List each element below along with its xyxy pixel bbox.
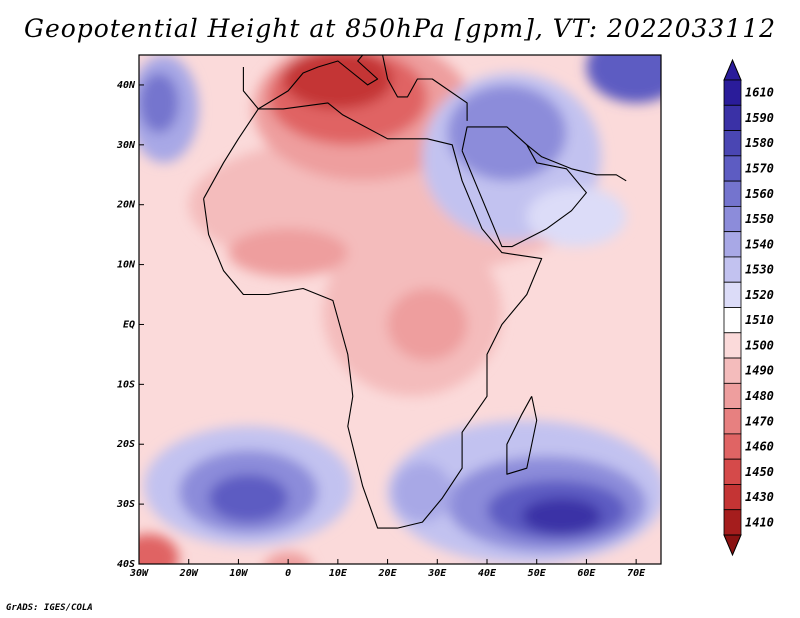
lat-tick-label: 30N bbox=[116, 140, 136, 151]
colorbar-swatch bbox=[723, 155, 742, 182]
southwest-low bbox=[139, 534, 179, 564]
colorbar-label: 1460 bbox=[745, 440, 774, 454]
colorbar-swatch bbox=[723, 458, 742, 485]
lat-tick-label: 40N bbox=[117, 80, 136, 91]
plot-frame bbox=[138, 54, 662, 565]
colorbar-top-arrow bbox=[723, 58, 742, 81]
lon-tick-label: 20W bbox=[179, 568, 199, 579]
colorbar-swatch bbox=[723, 205, 742, 233]
lon-tick-label: 10E bbox=[329, 568, 348, 579]
lon-tick-label: 20E bbox=[378, 568, 398, 579]
colorbar-swatch bbox=[723, 357, 742, 384]
colorbar-label: 1500 bbox=[745, 338, 774, 352]
lon-tick-label: 0 bbox=[285, 568, 291, 579]
lon-tick-label: 70E bbox=[627, 568, 646, 579]
lat-tick-label: 40S bbox=[117, 559, 135, 570]
indian-ocean-high-core bbox=[521, 498, 602, 535]
lon-tick-label: 40E bbox=[478, 568, 497, 579]
colorbar-swatch bbox=[723, 104, 742, 131]
colorbar-label: 1450 bbox=[745, 465, 774, 479]
colorbar-swatch bbox=[723, 231, 742, 258]
colorbar-label: 1490 bbox=[745, 364, 774, 378]
lon-tick-label: 30W bbox=[129, 568, 149, 579]
colorbar-bottom-arrow bbox=[723, 534, 742, 557]
axis-ticks: 30W 20W 10W 0 10E 20E 30E 40E 50E 60E 70E 40N 30N 20N… bbox=[116, 80, 646, 579]
lat-tick-label: 10N bbox=[117, 260, 136, 271]
plot-area bbox=[139, 55, 661, 564]
colorbar-label: 1550 bbox=[745, 212, 774, 226]
lon-tick-label: 60E bbox=[577, 568, 596, 579]
colorbar-label: 1580 bbox=[745, 136, 774, 150]
colorbar-swatch bbox=[723, 307, 742, 334]
colorbar-label: 1410 bbox=[745, 515, 774, 529]
lat-tick-label: EQ bbox=[123, 319, 135, 330]
africa-coastline bbox=[203, 102, 543, 529]
europe-coastline bbox=[242, 55, 379, 110]
map-title: Geopotential Height at 850hPa [gpm], VT:… bbox=[23, 14, 777, 43]
middle-east-high-mid bbox=[447, 84, 567, 181]
sahel-low bbox=[228, 228, 348, 277]
colorbar-swatch bbox=[723, 484, 742, 511]
colorbar-label: 1520 bbox=[745, 288, 774, 302]
colorbar-label: 1610 bbox=[745, 86, 774, 100]
south-atlantic-high-core bbox=[208, 474, 289, 523]
colorbar-swatch bbox=[723, 433, 742, 460]
lon-tick-label: 50E bbox=[528, 568, 547, 579]
mediterranean-low-core bbox=[283, 55, 393, 109]
colorbar-swatch bbox=[723, 382, 742, 410]
colorbar-swatch bbox=[723, 130, 742, 157]
colorbar: 1610 1590 1580 1570 1560 1550 1540 1530 1520 1510… bbox=[723, 58, 774, 557]
colorbar-label: 1590 bbox=[745, 111, 774, 125]
colorbar-swatch bbox=[723, 281, 742, 308]
south-africa-high bbox=[392, 462, 453, 523]
colorbar-label: 1570 bbox=[745, 161, 774, 175]
colorbar-label: 1540 bbox=[745, 237, 774, 251]
colorbar-swatch bbox=[723, 332, 742, 359]
colorbar-label: 1510 bbox=[745, 313, 774, 327]
colorbar-label: 1430 bbox=[745, 490, 774, 504]
arabia-coastline bbox=[461, 126, 587, 248]
south-low bbox=[264, 552, 312, 564]
colorbar-label: 1470 bbox=[745, 414, 774, 428]
lat-tick-label: 20N bbox=[116, 200, 136, 211]
lon-tick-label: 10W bbox=[229, 568, 248, 579]
east-africa-low-core bbox=[387, 288, 468, 361]
colorbar-swatch bbox=[723, 408, 742, 435]
lat-tick-label: 10S bbox=[117, 379, 135, 390]
iran-coastline bbox=[526, 144, 627, 182]
colorbar-swatch bbox=[723, 256, 742, 283]
grads-credit: GrADS: IGES/COLA bbox=[6, 603, 93, 613]
colorbar-swatch bbox=[723, 79, 742, 106]
atlantic-high-north-core bbox=[139, 72, 179, 133]
colorbar-label: 1480 bbox=[745, 389, 774, 403]
colorbar-label: 1530 bbox=[745, 263, 774, 277]
lon-tick-label: 30E bbox=[427, 568, 447, 579]
lat-tick-label: 20S bbox=[116, 439, 135, 450]
colorbar-swatch bbox=[723, 509, 742, 536]
balkans-coastline bbox=[382, 55, 468, 121]
geopotential-map: 30W 20W 10W 0 10E 20E 30E 40E 50E 60E 70E 40N 30N 20N… bbox=[116, 54, 774, 579]
lat-tick-label: 30S bbox=[116, 499, 135, 510]
arabia-edge-high bbox=[526, 186, 627, 247]
colorbar-label: 1560 bbox=[745, 187, 774, 201]
madagascar-coastline bbox=[506, 396, 538, 475]
colorbar-swatch bbox=[723, 180, 742, 207]
asia-high bbox=[586, 55, 661, 103]
